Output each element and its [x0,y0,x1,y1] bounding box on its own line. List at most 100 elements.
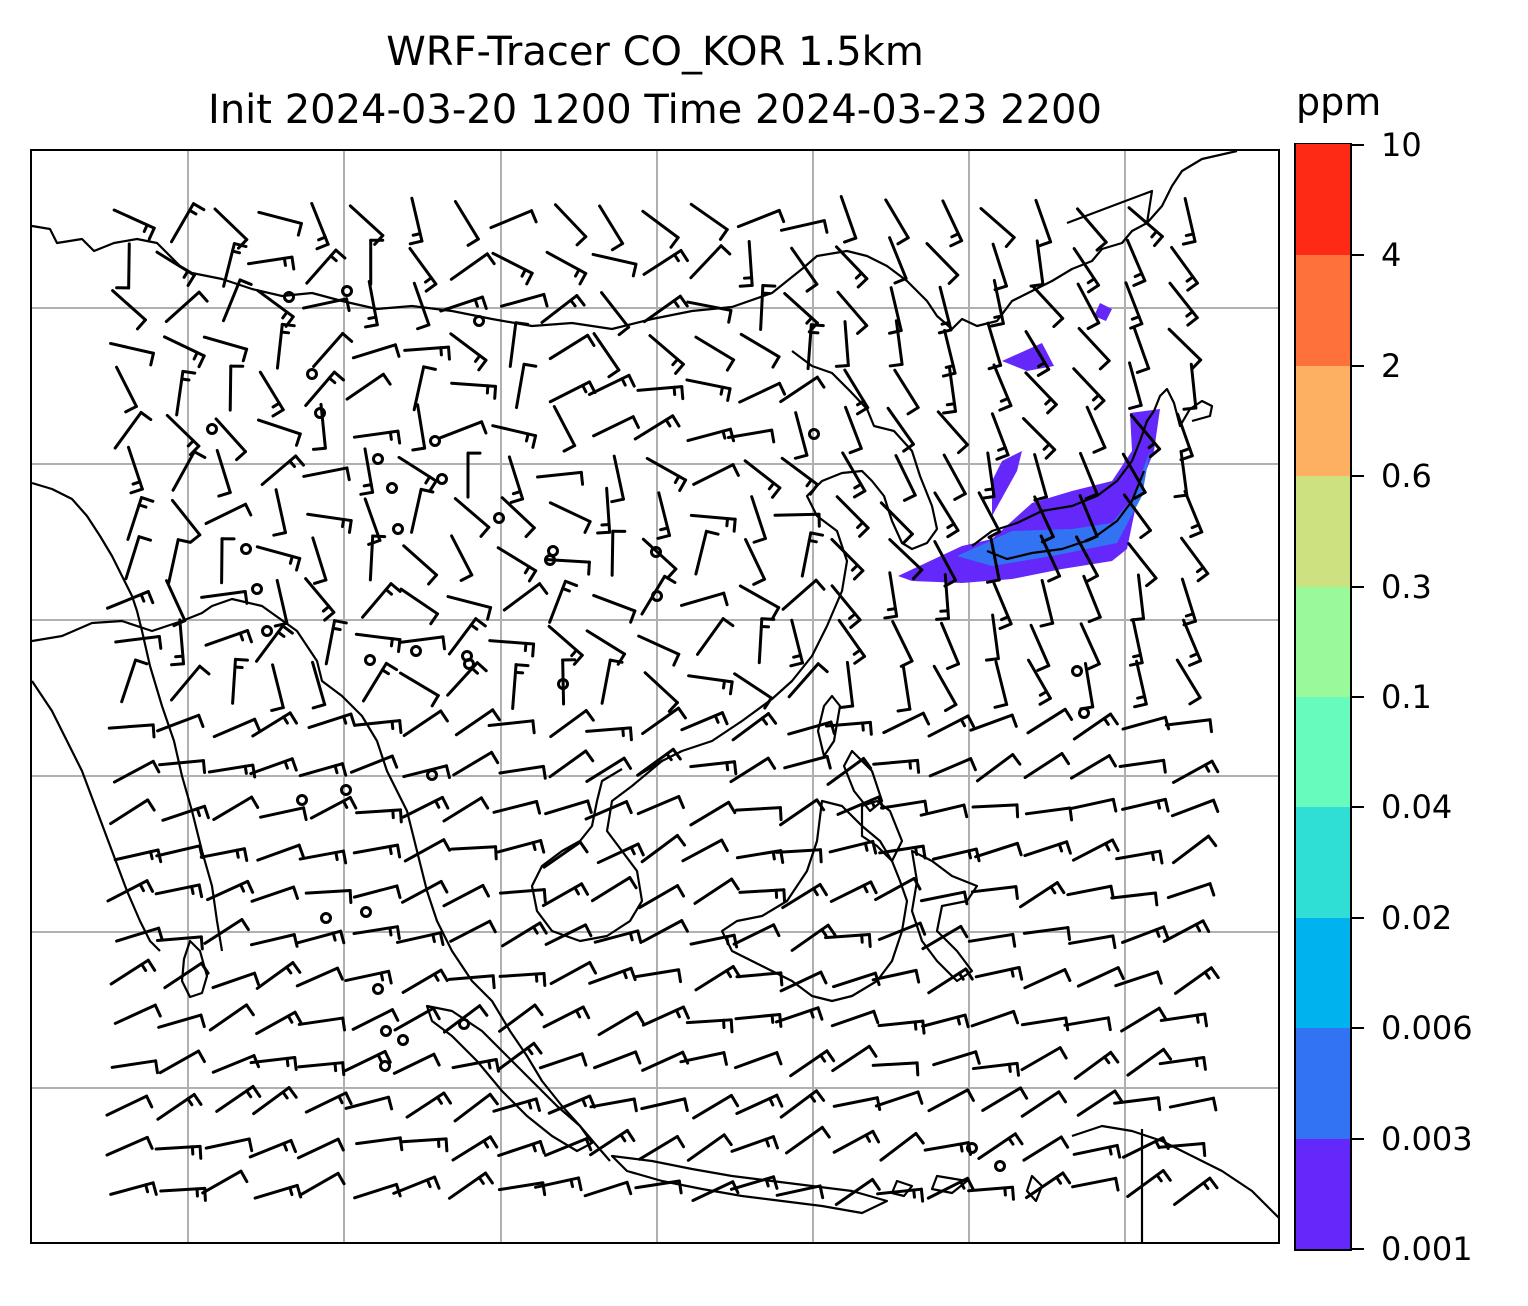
wind-barb [636,794,681,816]
wind-barb-flag [376,1053,383,1063]
wind-barb [363,497,382,542]
wind-barb-flag [1154,928,1161,938]
wind-barb-flag [532,1041,543,1055]
map-title: WRF-Tracer CO_KOR 1.5km [386,29,924,75]
wind-barb-flag [760,716,769,726]
wind-barb-flag [569,298,577,308]
wind-barb-flag [732,933,739,949]
wind-barb [449,252,489,281]
wind-barb-flag [725,358,736,372]
wind-barb-flag [283,759,289,770]
wind-barb-flag [915,1061,920,1077]
wind-barb-flag [416,323,431,331]
wind-barb [981,1086,1023,1112]
wind-barb-flag [381,372,392,386]
wind-barb-flag [1093,399,1106,411]
wind-barb [638,1134,679,1161]
wind-barb-flag [1109,712,1119,726]
wind-barb-flag [629,609,637,624]
wind-barb-flag [199,1013,206,1029]
wind-barb-flag [1202,1055,1207,1071]
wind-barb-flag [288,554,294,565]
wind-barb [110,1059,158,1069]
wind-barb-flag [531,642,536,658]
wind-barb-calm [650,546,662,558]
wind-barb-flag [170,662,186,667]
wind-barb-flag [1086,321,1101,331]
wind-barb-flag [1060,752,1071,766]
wind-barb-flag [488,919,497,934]
wind-barb [1118,758,1166,768]
wind-barb-flag [146,958,157,972]
wind-barb-flag [848,612,857,620]
wind-barb-flag [1037,361,1047,368]
wind-barb [694,529,708,576]
wind-barb-flag [1042,442,1051,451]
wind-barb-flag [424,282,438,293]
wind-barb [884,198,910,240]
wind-barb-flag [728,680,734,696]
wind-barb-flag [1092,445,1107,454]
wind-barb [1033,495,1055,539]
wind-barb-flag [839,704,855,709]
wind-barb-flag [1130,315,1141,321]
wind-barb [453,200,480,241]
wind-barb-flag [147,226,156,241]
wind-barb [1079,451,1099,496]
wind-barb [592,332,621,372]
wind-barb [158,759,205,767]
wind-barb [1076,1089,1117,1117]
wind-barb-flag [671,747,682,761]
wind-barb-flag [949,239,964,248]
wind-barb-flag [1212,798,1220,813]
wind-barb-flag [583,520,592,534]
wind-barb-flag [479,796,490,810]
wind-barb-flag [1148,447,1162,459]
wind-barb [500,496,536,530]
wind-barb-flag [1133,490,1147,500]
wind-barb-flag [151,1181,158,1196]
wind-barb [874,1090,920,1108]
wind-barb-calm [392,523,404,535]
wind-barb [919,803,966,817]
wind-barb [640,574,667,616]
wind-barb [738,381,781,404]
wind-barb-flag [1136,695,1147,700]
wind-barb-flag [586,333,596,348]
wind-barb [204,1137,251,1150]
wind-barb-flag [331,931,337,942]
wind-barb-flag [731,463,740,477]
coastline [32,597,611,1162]
wind-barb-flag [428,479,438,493]
wind-barb [991,613,1000,661]
wind-barb-flag [531,434,538,449]
wind-barb-flag [535,800,542,815]
wind-barb-flag [287,1086,298,1099]
wind-barb-flag [399,808,403,824]
wind-barb-flag [334,850,339,862]
wind-barb-flag [902,493,917,502]
wind-barb-flag [872,1009,880,1025]
wind-barb-flag [339,929,346,945]
wind-barb [351,1008,394,1031]
wind-barb [452,750,494,777]
wind-barb-calm [364,654,376,666]
wind-barb [228,364,233,412]
wind-barb-flag [631,415,640,429]
wind-barb [775,1184,822,1197]
wind-barb-flag [1015,1061,1021,1077]
wind-barb-flag [197,354,206,369]
wind-barb [744,538,767,581]
wind-barb-calm [493,512,505,524]
wind-barb-flag [921,711,931,726]
wind-barb [592,415,635,438]
wind-barb-flag [348,889,353,904]
map-panel [30,149,1280,1244]
wind-barb-flag [514,663,530,668]
wind-barb [536,470,583,479]
wind-barb [695,617,725,656]
wind-barb-flag [1115,1143,1122,1159]
wind-barb-flag [1195,565,1205,574]
wind-barb-flag [245,629,253,644]
wind-barb-flag [188,533,202,544]
